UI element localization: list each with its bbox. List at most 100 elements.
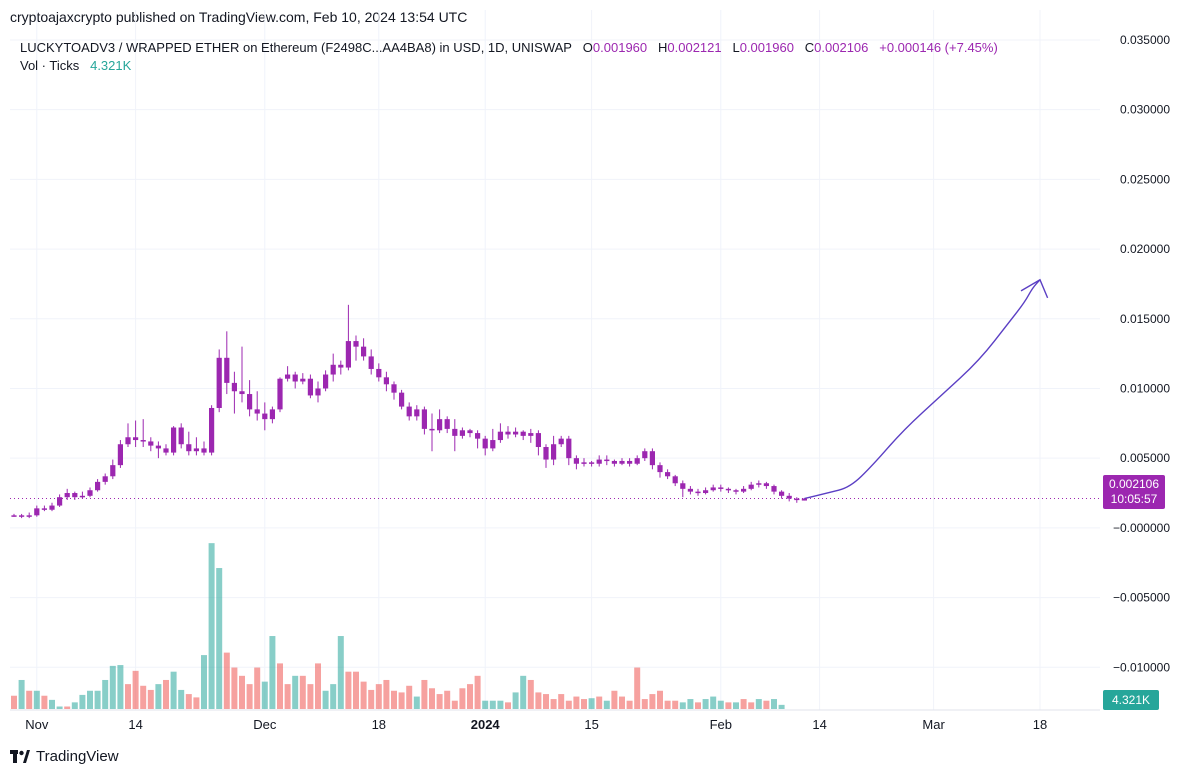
volume-bar [79,694,86,709]
volume-bar [185,694,192,709]
volume-bar [702,699,709,709]
volume-bar [733,702,739,709]
plot-area[interactable] [10,33,1100,709]
volume-bar [94,690,101,709]
time-axis[interactable]: Nov 14 Dec 18 2024 15 Feb 14 Mar 18 [25,717,1047,732]
volume-indicator-label[interactable]: Vol · Ticks [20,58,80,73]
symbol-title[interactable]: LUCKYTOADV3 / WRAPPED ETHER on Ethereum … [20,40,572,55]
publisher-line: cryptoajaxcrypto published on TradingVie… [10,9,468,25]
volume-bar [459,688,466,709]
volume-bar [474,675,481,709]
time-tick-label: 14 [812,717,826,732]
volume-bar [360,681,367,709]
candle-body [467,430,473,434]
candle-body [148,441,154,446]
volume-bar [208,543,215,709]
low-label: L [732,40,740,55]
candle-body [672,476,678,484]
candle-body [361,346,367,357]
volume-bar [125,684,131,709]
candle-body [619,460,625,464]
volume-bar [588,698,595,709]
time-tick-label: Feb [710,717,732,732]
volume-bar [451,700,458,709]
tradingview-logo-icon [10,750,30,763]
candle-body [452,428,458,436]
volume-bars [11,543,785,709]
volume-bar [429,688,435,709]
volume-bar [649,694,656,709]
volume-bar [695,702,701,709]
candle-body [551,444,557,460]
volume-bar [178,689,185,709]
price-axis[interactable]: 0.035000 0.030000 0.025000 0.020000 0.015000… [1113,33,1170,674]
candle-body [353,341,359,347]
candle-body [505,431,511,435]
volume-bar [239,675,245,709]
price-tick-label: 0.015000 [1120,312,1170,326]
volume-bar [634,667,641,709]
volume-bar [223,652,230,709]
candle-body [26,515,32,517]
candle-body [140,440,146,442]
candle-body [748,484,754,489]
volume-bar [748,702,755,709]
candle-body [277,378,283,410]
volume-bar [147,689,154,709]
footer-brand[interactable]: TradingView [10,748,119,765]
candle-body [239,391,245,395]
volume-bar [573,696,580,709]
volume-bar [391,690,397,709]
volume-bar [201,655,207,709]
candlesticks [11,304,807,519]
volume-bar [778,704,785,709]
candle-body [209,407,215,453]
volume-bar [71,702,78,709]
candle-body [475,433,481,439]
candle-body [718,487,724,489]
volume-bar [18,679,25,709]
volume-bar [375,684,382,709]
candle-body [117,444,123,466]
candle-body [665,472,671,477]
grid-lines [10,10,1100,710]
volume-bar [33,690,40,709]
volume-bar [611,690,618,709]
projection-arrowhead [1020,278,1049,299]
candle-body [178,427,184,445]
candle-body [133,437,139,441]
volume-bar [284,684,291,709]
candle-body [482,438,488,449]
candle-body [224,357,230,383]
volume-indicator-value: 4.321K [90,58,132,73]
volume-bar [603,700,610,709]
candle-body [79,495,85,498]
candle-body [573,458,579,464]
volume-bar [520,675,527,709]
candle-body [634,458,640,464]
candle-body [102,476,108,482]
candle-body [710,487,716,491]
volume-bar [102,679,109,709]
volume-bar [41,695,48,709]
volume-bar [565,700,572,709]
time-tick-label: 15 [584,717,598,732]
candle-body [87,490,93,496]
low-value: 0.001960 [739,40,794,55]
volume-bar [482,700,489,709]
volume-bar [436,694,443,709]
candle-body [171,427,177,453]
last-price-label: 0.002106 [1109,477,1159,491]
volume-legend: Vol · Ticks 4.321K [20,58,131,73]
candle-body [528,433,534,436]
volume-badge-label: 4.321K [1112,693,1150,707]
time-tick-label: 18 [372,717,386,732]
candle-body [589,462,595,464]
volume-bar [527,679,534,709]
last-price-badge [1103,475,1165,509]
volume-bar [117,665,124,709]
volume-bar [398,692,405,709]
price-tick-label: 0.010000 [1120,381,1170,395]
user-drawing[interactable] [804,278,1049,500]
